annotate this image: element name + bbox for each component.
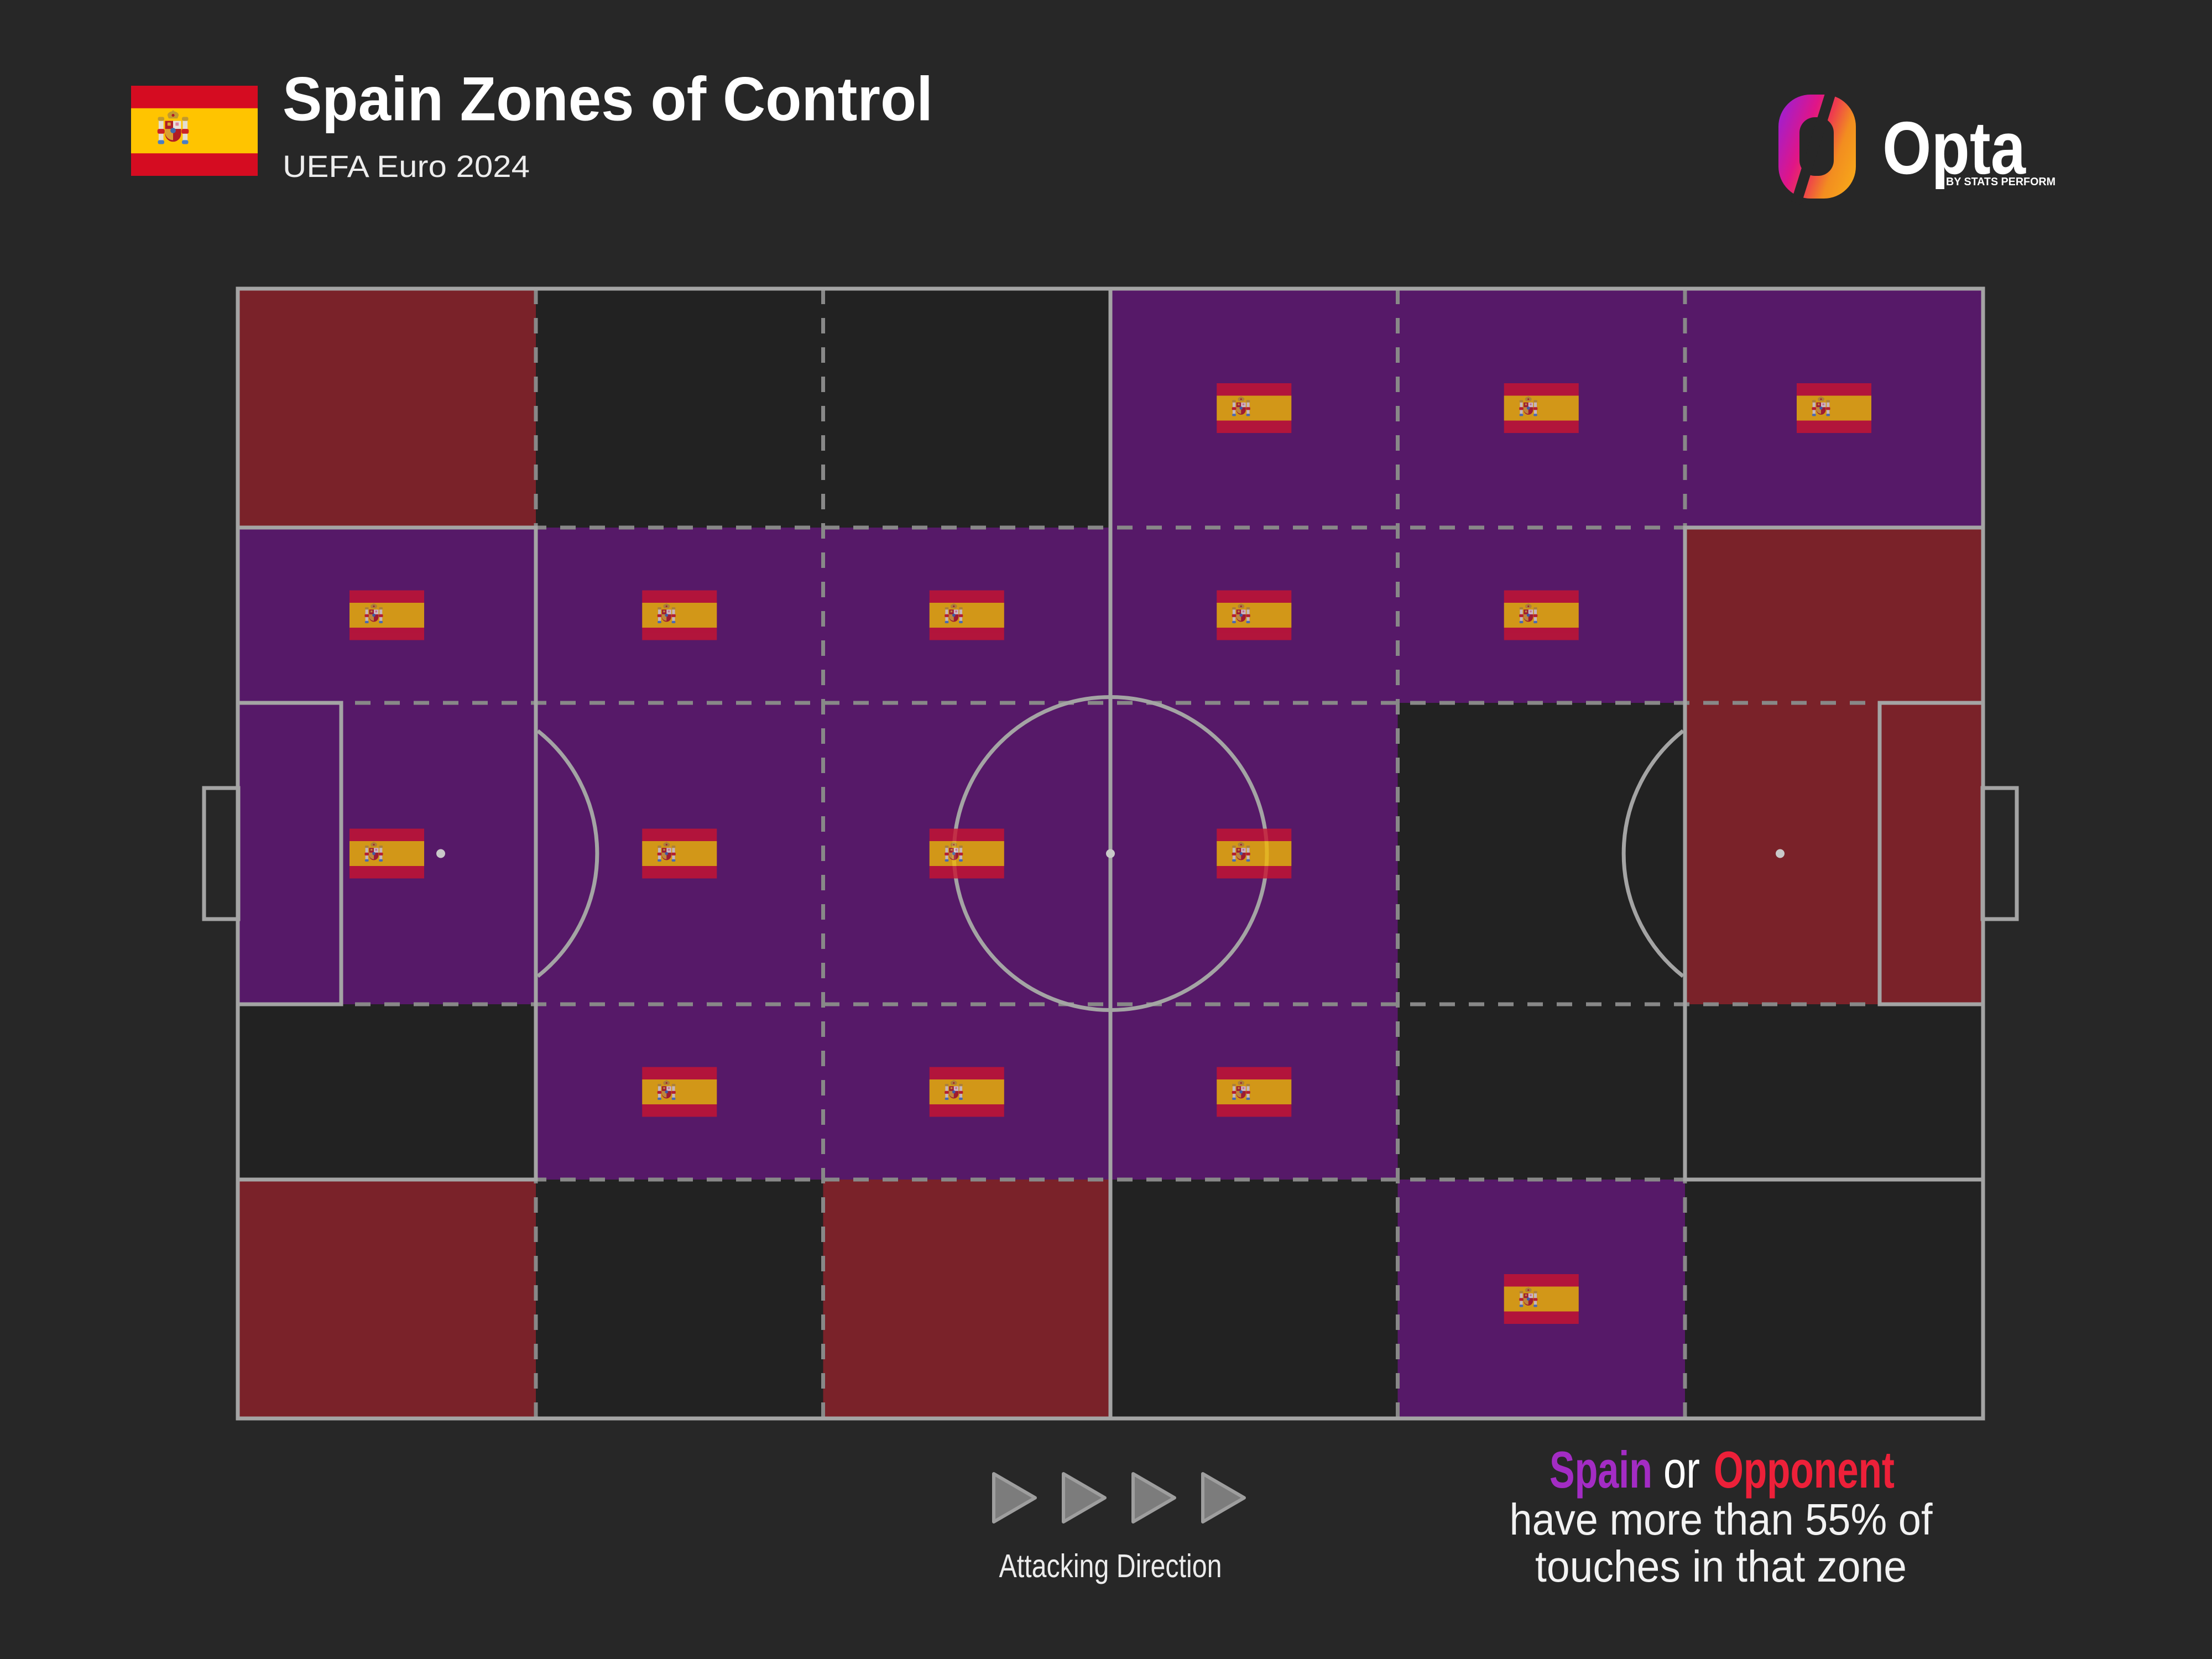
svg-text:Attacking Direction: Attacking Direction (999, 1548, 1222, 1584)
svg-text:BY STATS PERFORM: BY STATS PERFORM (1946, 176, 2056, 188)
svg-text:or: or (1663, 1441, 1700, 1499)
svg-text:Spain Zones of Control: Spain Zones of Control (283, 65, 933, 134)
svg-text:have more than 55% of: have more than 55% of (1510, 1495, 1933, 1544)
svg-text:touches in that zone: touches in that zone (1535, 1542, 1907, 1591)
svg-text:Spain: Spain (1550, 1441, 1652, 1499)
svg-text:UEFA Euro 2024: UEFA Euro 2024 (283, 149, 530, 184)
svg-text:Opponent: Opponent (1714, 1441, 1895, 1499)
svg-text:Opta: Opta (1882, 106, 2026, 190)
